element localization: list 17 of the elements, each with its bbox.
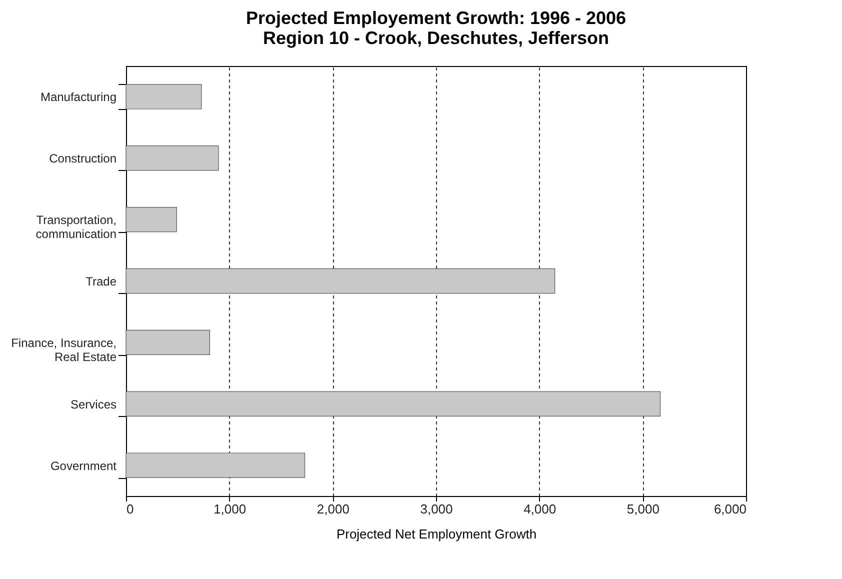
x-tick-label: 6,000 (714, 502, 746, 516)
x-axis-title: Projected Net Employment Growth (336, 526, 537, 542)
y-tick-label: Finance, Insurance, Real Estate (11, 336, 117, 364)
x-tick-label: 0 (126, 502, 134, 516)
x-tick-label: 4,000 (524, 502, 556, 516)
x-tick-label: 1,000 (214, 502, 246, 516)
chart-title: Projected Employement Growth: 1996 - 2006 (246, 8, 626, 28)
y-tick-label: Government (50, 458, 118, 473)
y-tick-label: Transportation, communication (36, 213, 116, 242)
x-tick-label: 3,000 (420, 502, 453, 516)
y-tick-label: Services (70, 397, 116, 412)
x-tick-label: 5,000 (626, 502, 660, 516)
x-tick-label: 2,000 (316, 502, 350, 516)
y-tick-label: Construction (49, 152, 116, 166)
y-tick-label: Manufacturing (40, 90, 116, 104)
y-tick-label: Trade (86, 274, 117, 288)
chart-subtitle: Region 10 - Crook, Deschutes, Jefferson (262, 28, 610, 48)
